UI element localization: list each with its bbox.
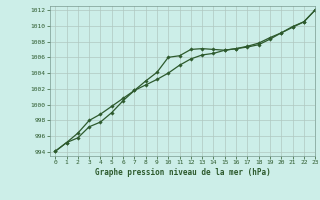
X-axis label: Graphe pression niveau de la mer (hPa): Graphe pression niveau de la mer (hPa) — [94, 168, 270, 177]
